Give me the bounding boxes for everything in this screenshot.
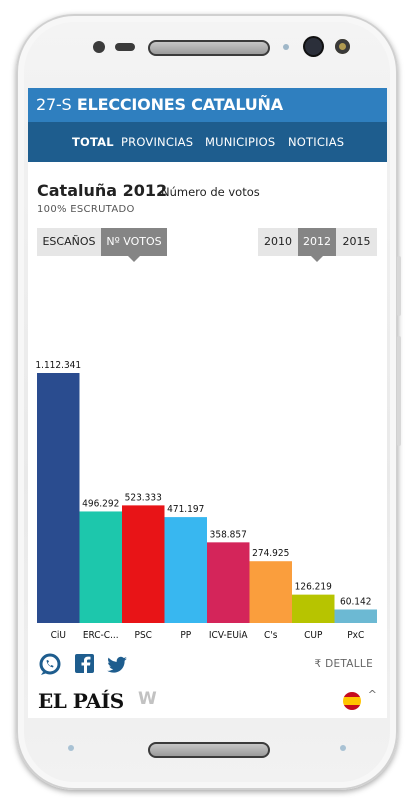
title-main: ELECCIONES CATALUÑA: [76, 95, 283, 114]
detail-label: DETALLE: [325, 658, 373, 670]
category-label-6: CUP: [304, 630, 323, 641]
front-flash: [335, 39, 350, 54]
category-label-1: ERC-C...: [83, 630, 119, 641]
value-label-0: 1.112.341: [35, 360, 81, 371]
year-2015-button[interactable]: 2015: [336, 228, 377, 256]
votos-button[interactable]: Nº VOTOS: [101, 228, 167, 262]
light-sensor: [283, 44, 289, 50]
value-label-7: 60.142: [340, 596, 371, 607]
twitter-icon[interactable]: [107, 656, 127, 673]
front-sensor: [93, 41, 105, 53]
bar-0[interactable]: [37, 373, 80, 623]
bar-1[interactable]: [79, 511, 123, 623]
volume-button: [397, 256, 401, 316]
bar-3[interactable]: [164, 517, 208, 623]
category-label-4: ICV-EUiA: [209, 630, 249, 641]
spain-flag-icon[interactable]: [343, 692, 361, 710]
chevron-up-icon[interactable]: ^: [367, 688, 377, 701]
detail-link[interactable]: ₹ DETALLE: [314, 658, 373, 670]
bar-5[interactable]: [249, 561, 293, 623]
year-2010-button[interactable]: 2010: [258, 228, 298, 256]
scrutiny-status: 100% ESCRUTADO: [37, 204, 135, 215]
bar-2[interactable]: [122, 505, 165, 623]
nav-tabs: TOTAL PROVINCIAS MUNICIPIOS NOTICIAS: [28, 122, 387, 162]
app-screen: 27-S ELECCIONES CATALUÑA TOTAL PROVINCIA…: [28, 88, 387, 718]
app-title-bar: 27-S ELECCIONES CATALUÑA: [28, 88, 387, 122]
bottom-speaker: [148, 742, 270, 758]
tab-provincias[interactable]: PROVINCIAS: [121, 135, 194, 149]
value-label-6: 126.219: [295, 582, 332, 593]
tab-total[interactable]: TOTAL: [72, 135, 114, 149]
share-icons: [38, 652, 148, 680]
bar-4[interactable]: [207, 542, 250, 623]
bottom-sensor-left: [68, 745, 74, 751]
title-prefix: 27-S: [36, 95, 72, 114]
earpiece-speaker: [148, 40, 270, 56]
value-label-1: 496.292: [82, 498, 119, 509]
whatsapp-icon[interactable]: [39, 653, 61, 675]
value-label-5: 274.925: [252, 548, 289, 559]
votes-bar-chart: 1.112.341 CiU 496.292 ERC-C... 523.333 PSC 471…: [35, 360, 378, 641]
bar-7[interactable]: [334, 609, 378, 623]
bottom-sensor-right: [340, 745, 346, 751]
year-2012-button[interactable]: 2012: [298, 228, 336, 262]
value-label-2: 523.333: [125, 492, 162, 503]
tab-noticias[interactable]: NOTICIAS: [288, 135, 345, 149]
chart-subtitle: Número de votos: [161, 185, 260, 199]
category-label-2: PSC: [135, 630, 152, 641]
power-button: [397, 336, 401, 446]
category-label-7: PxC: [347, 630, 364, 641]
chart-title: Cataluña 2012: [37, 181, 168, 200]
category-label-0: CiU: [51, 630, 66, 641]
detail-icon: ₹: [314, 658, 326, 670]
category-label-3: PP: [180, 630, 191, 641]
escanos-button[interactable]: ESCAÑOS: [37, 228, 101, 256]
value-label-3: 471.197: [167, 504, 204, 515]
bar-6[interactable]: [292, 594, 335, 623]
secondary-logo: W: [138, 689, 157, 709]
category-label-5: C's: [264, 630, 278, 641]
value-label-4: 358.857: [210, 529, 247, 540]
sensor-pill: [115, 43, 135, 51]
tab-municipios[interactable]: MUNICIPIOS: [205, 135, 276, 149]
el-pais-logo: EL PAÍS: [38, 689, 124, 713]
front-camera: [305, 38, 322, 55]
facebook-icon[interactable]: [75, 654, 94, 673]
